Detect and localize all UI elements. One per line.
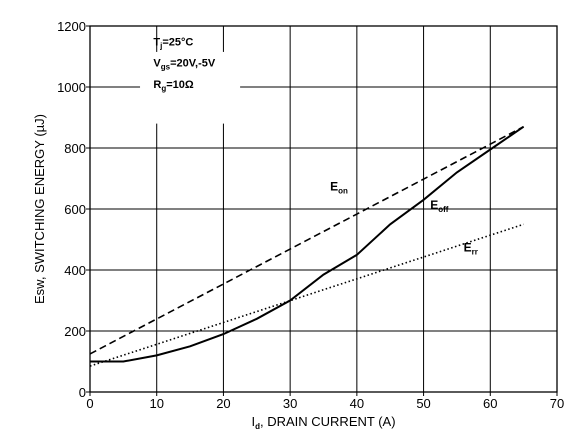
series-label-eoff: Eoff	[430, 198, 449, 214]
condition-line: Tj=25°C	[153, 36, 193, 50]
x-tick-label: 60	[483, 396, 497, 411]
x-tick-label: 50	[416, 396, 430, 411]
x-tick-label: 40	[350, 396, 364, 411]
series-label-err: Err	[464, 241, 478, 257]
series-line-eon	[89, 125, 524, 355]
y-tick-label: 600	[64, 202, 86, 217]
y-tick-label: 400	[64, 263, 86, 278]
x-tick-label: 30	[283, 396, 297, 411]
series-line-eoff	[90, 125, 525, 363]
x-axis-title: Id, DRAIN CURRENT (A)	[251, 414, 395, 431]
x-tick-label: 0	[86, 396, 93, 411]
series-labels: Eon Eoff Err	[330, 180, 478, 257]
series-line-err	[89, 223, 524, 367]
y-axis-title: Esw, SWITCHING ENERGY (µJ)	[32, 114, 47, 304]
condition-line: Vgs=20V,-5V	[153, 58, 216, 72]
x-tick-label: 70	[550, 396, 564, 411]
y-tick-label: 0	[79, 385, 86, 400]
annotation-background	[140, 51, 241, 124]
series-label-eon: Eon	[330, 180, 348, 196]
axes	[86, 25, 558, 396]
conditions-annotation: Tj=25°C Vgs=20V,-5V Rg=10Ω	[140, 36, 241, 124]
condition-line: Rg=10Ω	[153, 79, 194, 93]
series-group	[89, 125, 525, 367]
y-tick-label: 1200	[57, 19, 86, 34]
tick-labels: 0 10 20 30 40 50 60 70 0 200 400 600 800 1000 1200	[57, 19, 564, 411]
y-tick-label: 200	[64, 324, 86, 339]
y-tick-label: 1000	[57, 80, 86, 95]
x-tick-label: 10	[149, 396, 163, 411]
x-tick-label: 20	[216, 396, 230, 411]
y-tick-label: 800	[64, 141, 86, 156]
